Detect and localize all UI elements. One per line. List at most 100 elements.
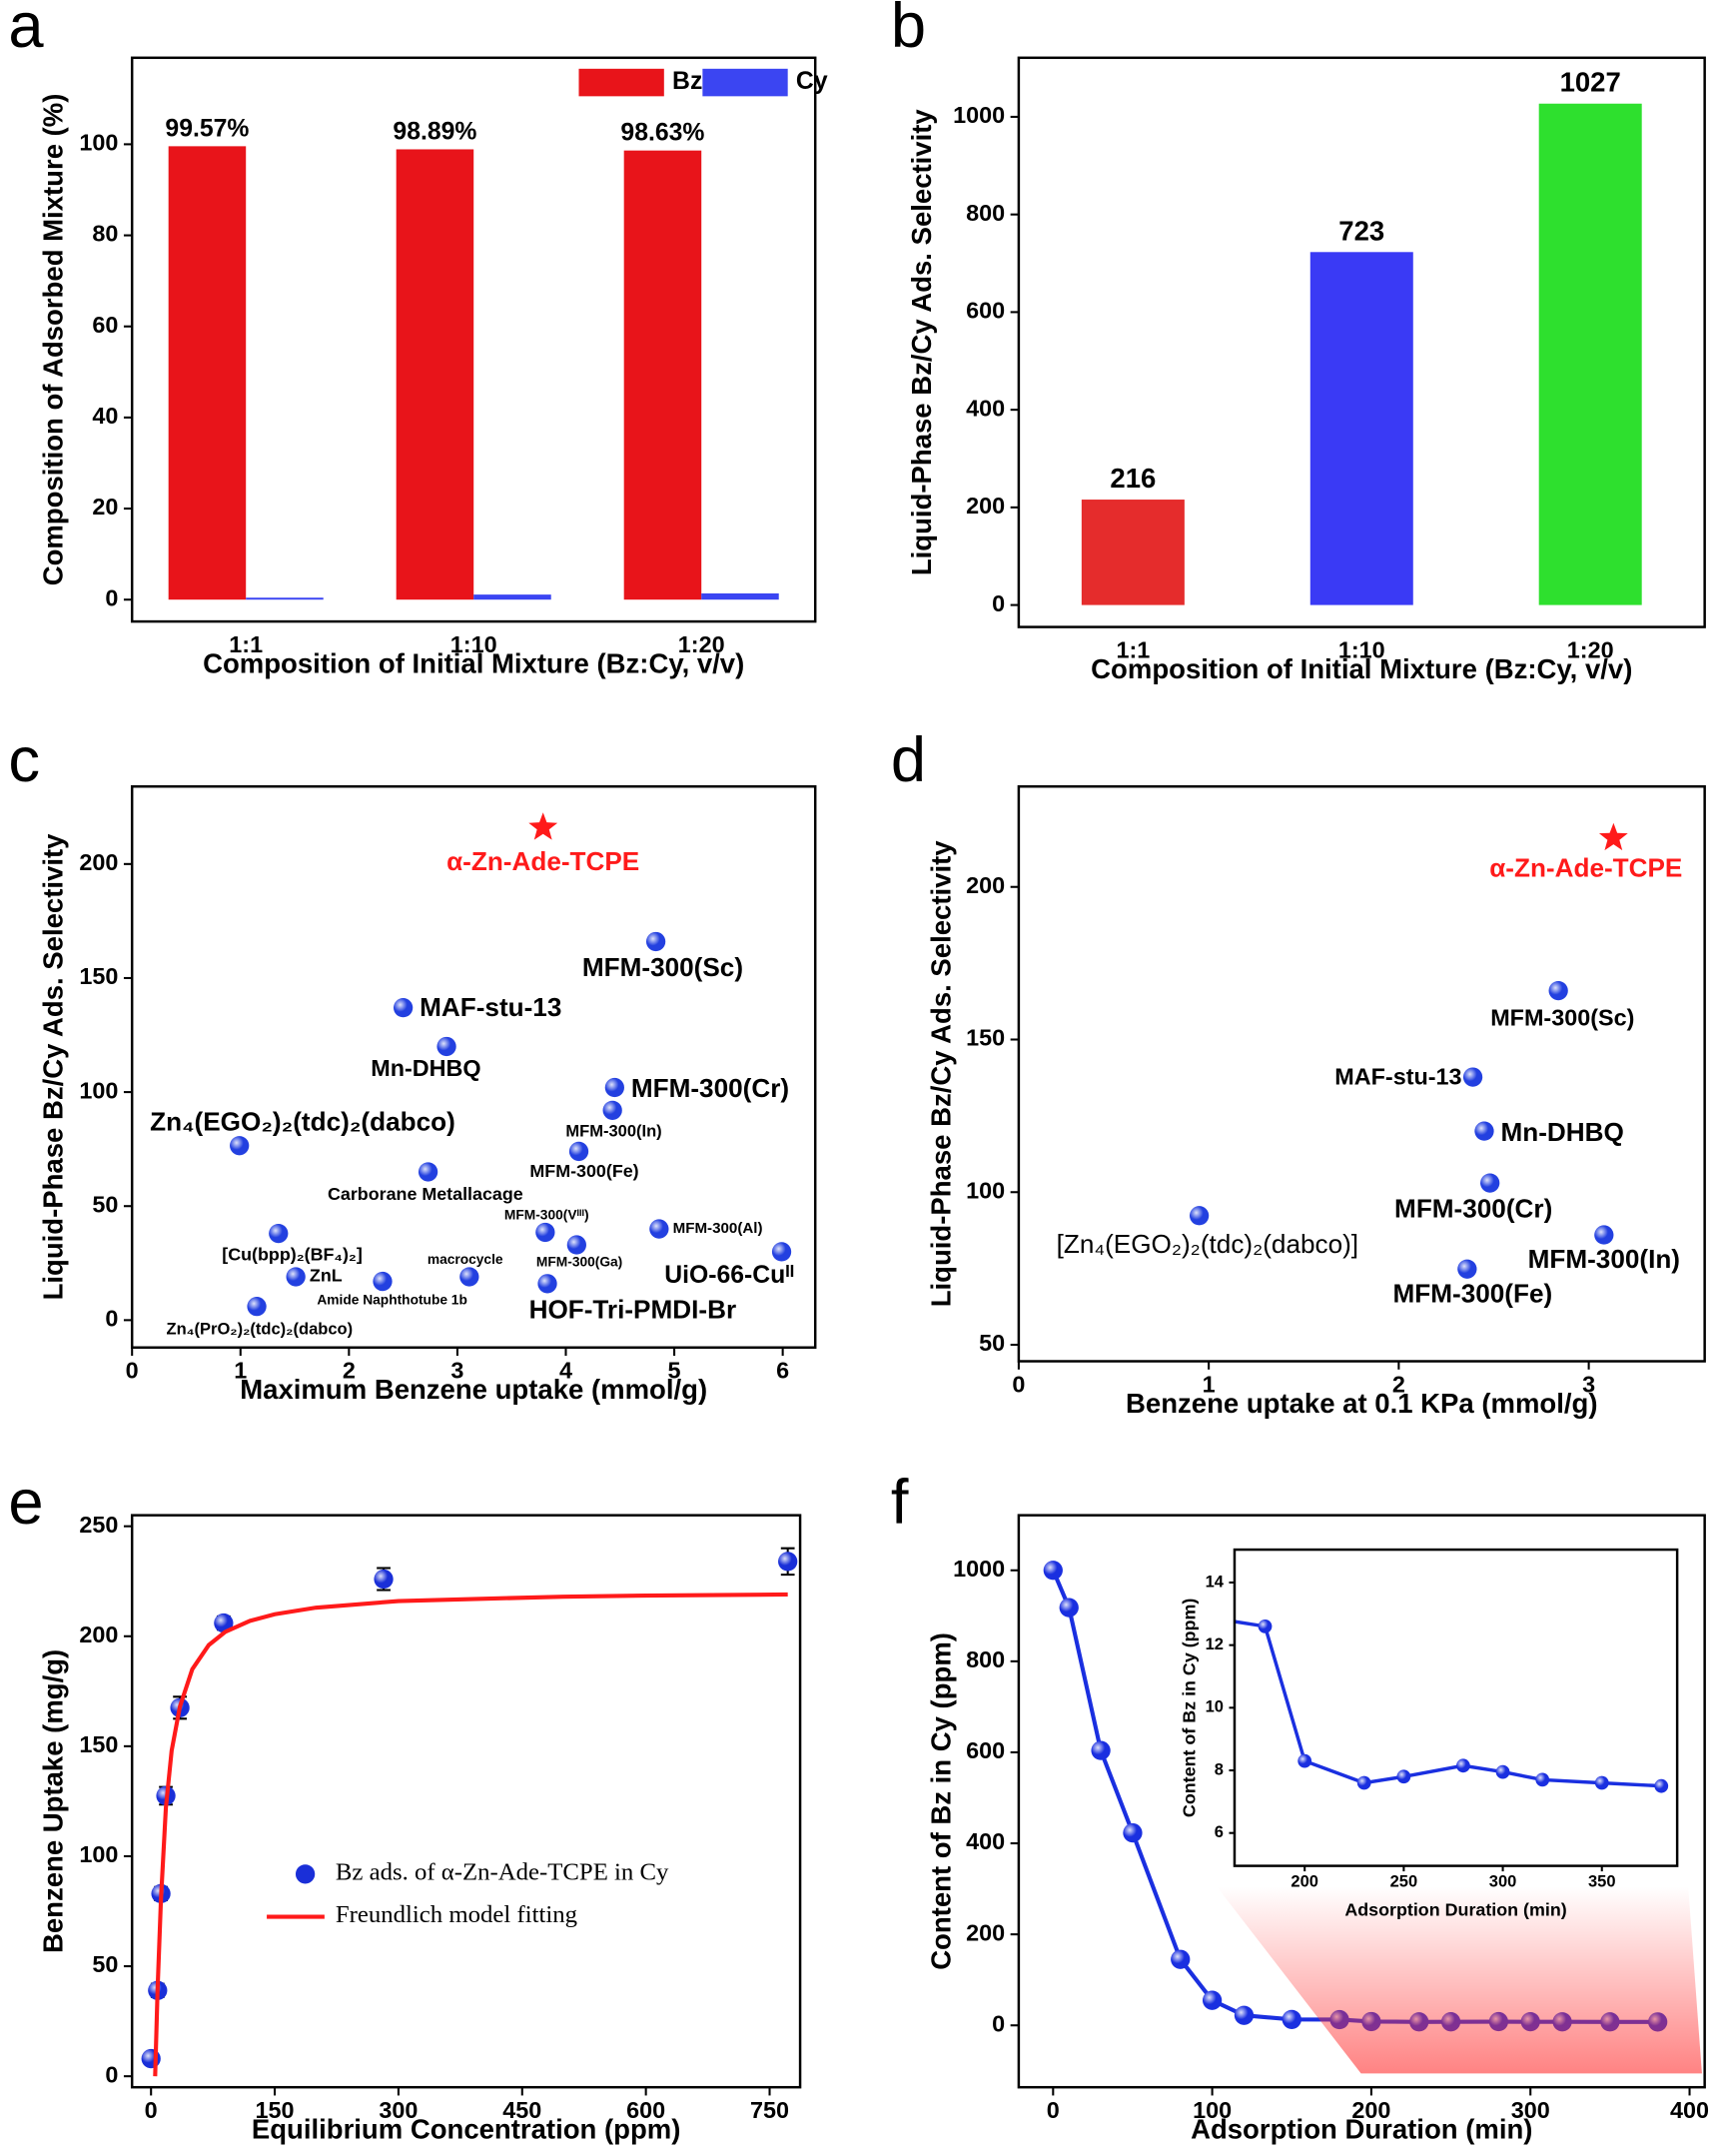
- x-tick-label: 1:1: [229, 631, 263, 657]
- point-label: UiO-66-Cuᴵᴵ: [664, 1262, 794, 1289]
- plot-frame: [130, 784, 817, 1349]
- data-line: [1234, 1619, 1662, 1788]
- y-tick-label: 250: [79, 1512, 118, 1538]
- point-highlight: [286, 1267, 306, 1287]
- point-label: MFM-300(Cr): [631, 1073, 789, 1103]
- chart-panel: f 0 200 400 600 800 1000 0 100 200 300 400 Adsorptio…: [891, 1468, 1709, 2144]
- x-tick-label: 0: [145, 2097, 158, 2123]
- plot-data: [1189, 822, 1628, 1279]
- panel-letter: d: [891, 725, 926, 795]
- x-tick-label: 3: [450, 1358, 463, 1384]
- point-label: HOF-Tri-PMDI-Br: [529, 1294, 737, 1324]
- y-tick-label: 600: [966, 1737, 1005, 1763]
- x-tick-label: 100: [1193, 2097, 1232, 2123]
- y-tick-label: 20: [92, 494, 118, 520]
- point-highlight: [1258, 1618, 1273, 1633]
- x-tick-label: 2: [1392, 1371, 1405, 1397]
- x-axis-label: Benzene uptake at 0.1 KPa (mmol/g): [1126, 1388, 1597, 1419]
- y-tick-label: 80: [92, 221, 118, 247]
- y-tick-label: 400: [966, 395, 1005, 421]
- panel-letter: f: [891, 1468, 909, 1538]
- point-label: MFM-300(Fe): [1393, 1278, 1553, 1308]
- point-highlight: [1356, 1775, 1371, 1790]
- x-tick-label: 200: [1351, 2097, 1390, 2123]
- value-label: 99.57%: [165, 115, 249, 142]
- x-tick-label: 300: [1489, 1872, 1517, 1890]
- y-tick-label: 1000: [953, 1556, 1005, 1582]
- bar: [396, 149, 474, 600]
- y-tick-label: 1000: [953, 102, 1005, 128]
- bar: [623, 150, 702, 600]
- zoom-shade: [1217, 1886, 1702, 2074]
- inset-background: [1234, 1550, 1678, 1866]
- y-tick-label: 60: [92, 312, 118, 338]
- point-label: MAF-stu-13: [420, 992, 561, 1022]
- y-tick-label: 100: [966, 1177, 1005, 1203]
- y-tick-label: 6: [1215, 1823, 1224, 1841]
- panel-letter: a: [8, 0, 44, 61]
- chart-panel: c 0 50 100 150 200 0 1 2 3 4 5 6 Maximum Benzene upta…: [8, 725, 817, 1405]
- point-label: MFM-300(Sc): [582, 952, 743, 982]
- point-highlight: [537, 1274, 557, 1294]
- star-label: α-Zn-Ade-TCPE: [446, 846, 639, 876]
- y-tick-label: 200: [966, 1919, 1005, 1945]
- bar: [1538, 103, 1642, 605]
- point-highlight: [1594, 1775, 1609, 1790]
- plot-frame: [1017, 784, 1706, 1363]
- x-tick-label: 250: [1390, 1872, 1418, 1890]
- legend-marker: [295, 1864, 316, 1884]
- plot-data: [141, 1547, 798, 2077]
- y-axis-label: Liquid-Phase Bz/Cy Ads. Selectivity: [37, 833, 68, 1301]
- point-highlight: [1594, 1225, 1614, 1245]
- y-tick-label: 0: [992, 590, 1005, 616]
- point-label: MFM-300(Sc): [1490, 1005, 1634, 1031]
- point-label: [Zn₄(EGO₂)₂(tdc)₂(dabco)]: [1057, 1229, 1358, 1259]
- point-highlight: [649, 1219, 669, 1239]
- point-highlight: [1480, 1173, 1500, 1193]
- star-marker: [1598, 822, 1628, 851]
- x-tick-label: 300: [379, 2097, 418, 2123]
- value-label: 723: [1338, 215, 1384, 246]
- legend-label: Bz ads. of α-Zn-Ade-TCPE in Cy: [336, 1859, 669, 1886]
- point-highlight: [1234, 2005, 1255, 2025]
- point-highlight: [1171, 1949, 1191, 1969]
- legend-label: Bz: [672, 68, 702, 95]
- y-tick-label: 200: [79, 1621, 118, 1647]
- y-axis-label: Liquid-Phase Bz/Cy Ads. Selectivity: [906, 109, 937, 576]
- x-tick-label: 4: [559, 1358, 572, 1384]
- x-tick-label: 5: [668, 1358, 681, 1384]
- x-tick-label: 2: [343, 1358, 356, 1384]
- x-tick-label: 1: [234, 1358, 247, 1384]
- plot-data: [1234, 1618, 1669, 1793]
- value-label: 98.63%: [620, 120, 704, 147]
- y-tick-label: 200: [966, 872, 1005, 898]
- y-tick-label: 8: [1215, 1760, 1224, 1778]
- point-highlight: [1059, 1598, 1079, 1617]
- point-highlight: [1297, 1753, 1312, 1768]
- x-tick-label: 300: [1511, 2097, 1550, 2123]
- panel-letter: b: [891, 0, 926, 61]
- y-tick-label: 150: [966, 1025, 1005, 1051]
- chart-panel: 6 8 10 12 14 200 250 300 350 Adsorption Duration …: [1180, 1548, 1679, 1920]
- point-highlight: [230, 1136, 250, 1156]
- x-tick-label: 6: [776, 1358, 789, 1384]
- panel-letter: e: [8, 1468, 43, 1538]
- y-tick-label: 0: [105, 2061, 118, 2087]
- point-highlight: [604, 1077, 624, 1098]
- legend-label: Cy: [796, 68, 828, 95]
- y-tick-label: 14: [1206, 1573, 1225, 1591]
- point-highlight: [373, 1271, 393, 1292]
- point-highlight: [1654, 1778, 1669, 1793]
- value-label: 1027: [1560, 67, 1621, 98]
- y-tick-label: 200: [79, 849, 118, 875]
- legend-swatch: [578, 68, 664, 97]
- y-tick-label: 800: [966, 200, 1005, 226]
- x-axis-label: Adsorption Duration (min): [1344, 1900, 1566, 1920]
- point-highlight: [1091, 1740, 1111, 1760]
- bar: [701, 592, 779, 600]
- point-label: MFM-300(Al): [673, 1220, 763, 1237]
- y-tick-label: 0: [105, 1306, 118, 1332]
